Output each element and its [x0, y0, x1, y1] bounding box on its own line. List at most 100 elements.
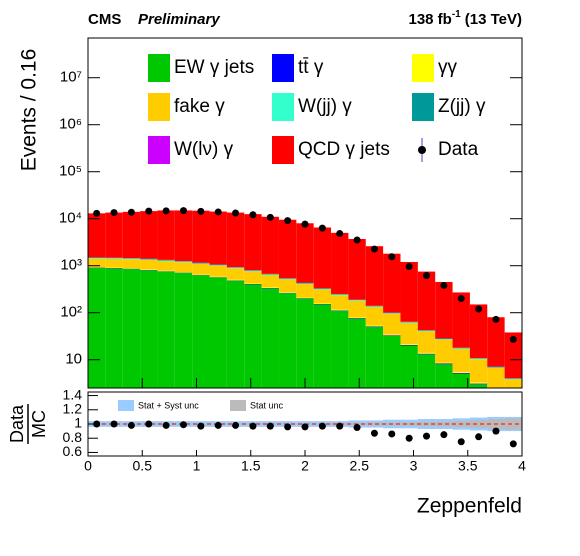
- bar-segment: [487, 367, 505, 388]
- legend-label: W(lν) γ: [174, 139, 234, 160]
- lumi-text: 138 fb: [408, 11, 451, 28]
- bar-segment: [469, 384, 488, 388]
- bar-segment: [417, 353, 436, 355]
- bar-segment: [244, 284, 262, 388]
- bar-segment: [400, 343, 418, 345]
- bar-segment: [469, 383, 488, 385]
- bar-segment: [504, 378, 522, 380]
- bar-segment: [174, 210, 193, 262]
- bar-segment: [504, 379, 522, 388]
- bar-segment: [313, 288, 332, 290]
- bar-segment: [261, 287, 279, 288]
- bar-segment: [261, 216, 279, 274]
- bar-segment: [261, 288, 279, 388]
- ratio-point: [318, 422, 326, 430]
- legend-swatch: [412, 93, 434, 121]
- bar-segment: [348, 318, 366, 319]
- data-point: [492, 315, 500, 323]
- bar-segment: [452, 373, 470, 388]
- legend-label: Stat unc: [250, 400, 284, 410]
- ratio-point: [353, 424, 361, 432]
- data-point: [93, 209, 101, 217]
- bar-segment: [226, 212, 245, 268]
- bar-segment: [278, 278, 297, 280]
- data-point: [318, 224, 326, 232]
- bar-segment: [278, 219, 297, 279]
- bar-segment: [226, 279, 245, 281]
- bar-segment: [383, 253, 401, 313]
- bar-segment: [400, 261, 418, 322]
- bar-segment: [331, 295, 349, 310]
- bar-segment: [417, 330, 436, 332]
- bar-segment: [365, 326, 384, 388]
- bar-segment: [244, 283, 262, 285]
- ratio-point: [457, 438, 465, 446]
- legend-label: fake γ: [174, 96, 225, 117]
- ratio-point: [284, 423, 292, 431]
- bar-segment: [469, 359, 488, 383]
- x-tick-label: 0: [84, 458, 92, 474]
- data-point: [266, 213, 274, 221]
- ratio-point: [249, 422, 257, 430]
- bar-segment: [417, 354, 436, 388]
- legend-swatch: [272, 136, 294, 164]
- legend-label: Data: [438, 139, 479, 160]
- bar-segment: [192, 264, 210, 275]
- x-tick-label: 3.5: [458, 458, 478, 474]
- bar-segment: [88, 257, 106, 259]
- bar-segment: [417, 271, 436, 331]
- ratio-point: [127, 421, 135, 429]
- legend-swatch: [272, 54, 294, 82]
- ratio-plot: [88, 416, 522, 448]
- bar-segment: [435, 339, 453, 363]
- data-point: [214, 208, 222, 216]
- lumi-sup: -1: [452, 9, 461, 20]
- bar-segment: [383, 334, 401, 336]
- bar-segment: [209, 277, 227, 388]
- y-tick-label: 10⁵: [59, 163, 82, 180]
- ratio-y-tick-label: 1: [74, 415, 82, 431]
- data-point: [110, 209, 118, 217]
- ratio-point: [370, 429, 378, 437]
- data-point: [336, 229, 344, 237]
- data-point: [405, 263, 413, 271]
- bar-segment: [365, 326, 384, 327]
- legend-swatch: [118, 400, 134, 411]
- legend-label: QCD γ jets: [298, 139, 390, 160]
- bar-segment: [435, 339, 453, 340]
- main-plot: [88, 207, 522, 388]
- bar-segment: [105, 258, 123, 268]
- legend-label: Stat + Syst unc: [138, 400, 199, 410]
- bar-segment: [209, 265, 227, 277]
- bar-segment: [192, 263, 210, 265]
- y-tick-label: 10: [65, 351, 82, 368]
- ratio-point: [145, 420, 153, 428]
- ratio-point: [197, 422, 205, 430]
- bar-segment: [383, 313, 401, 335]
- y-axis-label: Events / 0.16: [18, 49, 41, 172]
- bar-segment: [122, 259, 141, 269]
- ratio-point: [440, 431, 448, 439]
- bar-segment: [313, 304, 332, 388]
- bar-segment: [244, 214, 262, 271]
- bar-segment: [278, 293, 297, 388]
- data-point: [440, 281, 448, 289]
- bar-segment: [331, 309, 349, 311]
- ratio-point: [475, 433, 483, 441]
- ratio-y-tick-label: 1.2: [63, 400, 83, 416]
- ratio-point: [162, 421, 170, 429]
- y-tick-label: 10⁴: [59, 210, 82, 227]
- legend-swatch: [148, 54, 170, 82]
- bar-segment: [348, 317, 366, 319]
- experiment: CMS: [88, 11, 121, 28]
- ratio-label-top: Data: [7, 404, 27, 443]
- legend-swatch: [272, 93, 294, 121]
- status: Preliminary: [138, 11, 220, 28]
- legend-label: EW γ jets: [174, 57, 254, 78]
- bar-segment: [122, 269, 141, 388]
- x-tick-label: 4: [518, 458, 526, 474]
- bar-segment: [296, 284, 314, 298]
- bar-segment: [400, 322, 418, 344]
- bar-segment: [452, 348, 470, 372]
- bar-segment: [417, 352, 436, 354]
